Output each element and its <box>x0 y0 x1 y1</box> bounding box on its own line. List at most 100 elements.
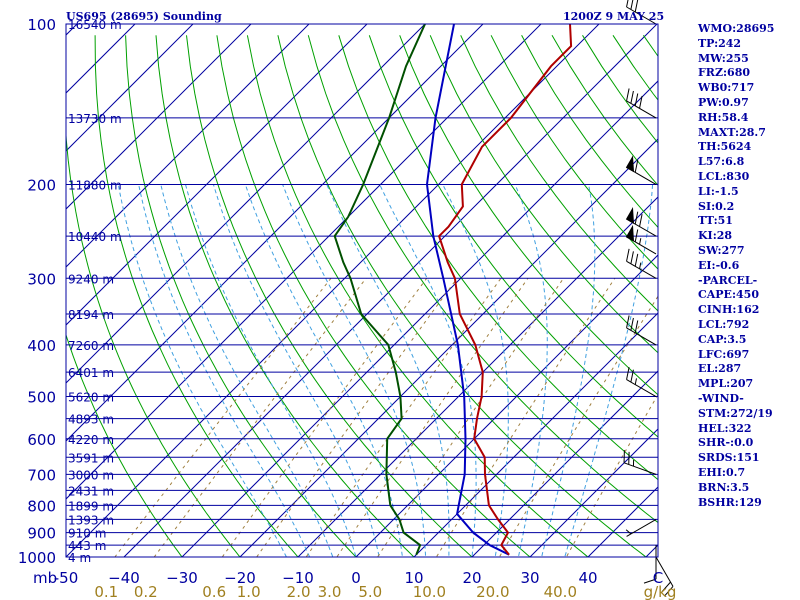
mixing-ratio-label: 10.0 <box>413 583 446 600</box>
mixing-ratio-label: 3.0 <box>318 583 342 600</box>
wind-barb <box>625 155 657 185</box>
wind-barb <box>626 367 657 398</box>
pressure-tick-label: 400 <box>27 337 56 355</box>
moist-adiabat-line <box>326 184 450 557</box>
dry-adiabat-line <box>399 35 658 396</box>
mixing-ratio-label: 0.1 <box>94 583 118 600</box>
stat-item: TT:51 <box>698 214 733 228</box>
moist-adiabat-line <box>244 184 403 557</box>
wind-barbs <box>623 0 674 597</box>
stat-item: -PARCEL- <box>698 273 758 287</box>
height-label: 7260 m <box>68 339 114 353</box>
height-label: 4 m <box>68 551 91 565</box>
height-label: 1899 m <box>68 499 114 513</box>
isotherm-line <box>413 312 658 557</box>
wind-barb <box>655 556 674 597</box>
mixing-ratio-line <box>221 278 428 557</box>
temperature-tick-label: −20 <box>224 569 256 587</box>
isotherm-line <box>181 80 658 557</box>
mixing-ratio-label: 5.0 <box>358 583 382 600</box>
mixing-ratio-line <box>153 277 367 557</box>
pressure-tick-label: 100 <box>27 16 56 34</box>
isotherm-line <box>471 370 658 557</box>
stat-item: EHI:0.7 <box>698 465 746 479</box>
stat-item: LCL:830 <box>698 169 750 183</box>
pressure-tick-label: 500 <box>27 389 56 407</box>
pressure-tick-label: 300 <box>27 270 56 288</box>
mixing-ratio-line <box>435 278 616 557</box>
wind-barb <box>625 207 657 237</box>
isotherm-line <box>529 428 658 557</box>
mixing-ratio-label: 20.0 <box>476 583 509 600</box>
stat-item: BRN:3.5 <box>698 480 750 494</box>
moist-adiabat-line <box>282 184 427 557</box>
moist-adiabat-line <box>212 184 380 557</box>
wind-barb <box>643 545 657 584</box>
stat-item: TP:242 <box>698 36 742 50</box>
height-label: 5620 m <box>68 391 114 405</box>
height-label: 443 m <box>68 539 106 553</box>
pressure-tick-label: 700 <box>27 466 56 484</box>
wind-barb <box>623 450 657 475</box>
height-label: 13730 m <box>68 112 122 126</box>
temperature-tick-label: 40 <box>578 569 597 587</box>
height-label: 10440 m <box>68 230 122 244</box>
dry-adiabat-line <box>186 35 473 557</box>
height-label: 4893 m <box>68 413 114 427</box>
moist-adiabat-line <box>514 184 548 557</box>
stat-item: MAXT:28.7 <box>698 125 766 139</box>
pressure-tick-label: 600 <box>27 431 56 449</box>
height-label: 16540 m <box>68 18 122 32</box>
stat-item: CINH:162 <box>698 303 760 317</box>
isotherm-line <box>66 24 600 557</box>
height-label: 6401 m <box>68 366 114 380</box>
pressure-tick-label: 1000 <box>18 549 56 567</box>
height-label: 8194 m <box>68 308 114 322</box>
dry-adiabat-line <box>216 35 531 557</box>
isotherm-line <box>66 24 252 210</box>
dry-adiabat-line <box>460 35 658 312</box>
mixing-ratio-label: 1.0 <box>237 583 261 600</box>
stat-item: -WIND- <box>698 391 744 405</box>
moist-adiabat-line <box>138 184 311 557</box>
dry-adiabat-line <box>307 35 658 524</box>
mixing-ratio-label: 2.0 <box>287 583 311 600</box>
stat-item: PW:0.97 <box>698 95 749 109</box>
stat-item: CAP:3.5 <box>698 332 747 346</box>
stat-item: L57:6.8 <box>698 155 745 169</box>
pressure-tick-label: 900 <box>27 525 56 543</box>
stat-item: LFC:697 <box>698 347 750 361</box>
dewpoint-line <box>333 24 426 556</box>
mixing-ratio-line <box>336 278 529 557</box>
stat-item: SRDS:151 <box>698 451 760 465</box>
mixing-ratio-unit: g/kg <box>644 583 677 600</box>
stat-item: KI:28 <box>698 229 733 243</box>
temperature-tick-label: −10 <box>282 569 314 587</box>
stat-item: LCL:792 <box>698 317 750 331</box>
height-label: 1393 m <box>68 513 114 527</box>
mixing-ratio-label: 0.2 <box>134 583 158 600</box>
stat-item: SI:0.2 <box>698 199 735 213</box>
stat-item: STM:272/19 <box>698 406 773 420</box>
height-label: 11880 m <box>68 178 122 192</box>
temperature-tick-label: 30 <box>520 569 539 587</box>
stat-item: CAPE:450 <box>698 288 759 302</box>
moist-adiabat-line <box>442 184 509 557</box>
temperature-line <box>437 24 573 556</box>
pressure-axis-unit: mb <box>33 569 57 587</box>
wind-barb <box>626 0 657 25</box>
dry-adiabat-line <box>429 35 658 354</box>
height-label: 4220 m <box>68 433 114 447</box>
isotherm-line <box>0 24 19 557</box>
dry-adiabat-line <box>490 35 658 270</box>
grid-lines <box>0 24 658 557</box>
stat-item: EL:287 <box>698 362 742 376</box>
height-label: 9240 m <box>68 272 114 286</box>
stat-item: TH:5624 <box>698 140 752 154</box>
isotherm-line <box>66 24 194 152</box>
height-label: 3591 m <box>68 451 114 465</box>
stat-item: MPL:207 <box>698 377 754 391</box>
dry-adiabat-line <box>66 333 183 557</box>
